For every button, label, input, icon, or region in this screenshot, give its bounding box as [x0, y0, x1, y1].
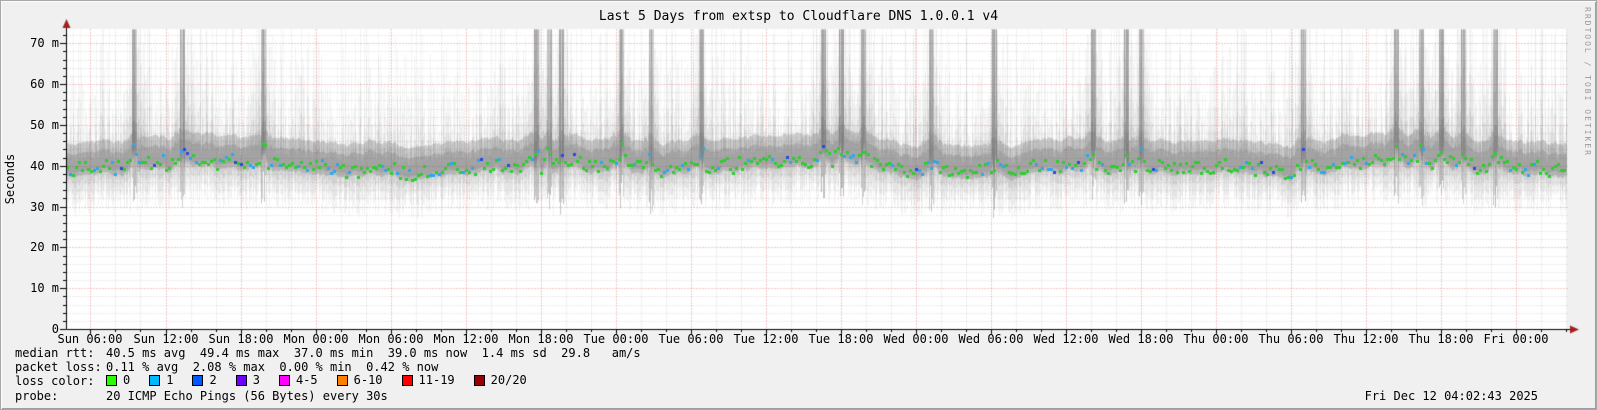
- loss-color-legend-line: loss color: 0 1 2 3 4-5 6-10 11-19 20/20: [15, 374, 546, 389]
- loss-legend-item-0: 0: [106, 374, 130, 387]
- loss-color-swatch: [149, 375, 161, 386]
- y-tick-20m: 20 m: [30, 240, 59, 254]
- x-tick-Tue-00-00: Tue 00:00: [583, 332, 649, 346]
- x-tick-Tue-06-00: Tue 06:00: [658, 332, 724, 346]
- y-tick-60m: 60 m: [30, 77, 59, 91]
- x-tick-Thu-18-00: Thu 18:00: [1408, 332, 1474, 346]
- loss-legend-label: 20/20: [490, 373, 527, 387]
- x-tick-Sun-06-00: Sun 06:00: [57, 332, 123, 346]
- loss-legend-label: 6-10: [353, 373, 383, 387]
- loss-legend-label: 0: [123, 373, 131, 387]
- median-rtt-values: 40.5 ms avg 49.4 ms max 37.0 ms min 39.0…: [106, 346, 641, 360]
- x-tick-Sun-18-00: Sun 18:00: [208, 332, 274, 346]
- loss-legend-item-3: 3: [235, 373, 260, 387]
- loss-legend-item-2: 2: [192, 373, 217, 387]
- graph-title: Last 5 Days from extsp to Cloudflare DNS…: [598, 9, 999, 24]
- loss-color-swatch: [336, 375, 348, 386]
- median-rtt-label: median rtt:: [15, 346, 95, 360]
- y-tick-70m: 70 m: [30, 36, 59, 50]
- loss-legend-label: 2: [209, 373, 217, 387]
- x-tick-Mon-18-00: Mon 18:00: [508, 332, 574, 346]
- loss-color-swatch: [401, 375, 413, 386]
- loss-color-label: loss color:: [15, 374, 95, 388]
- x-tick-Wed-12-00: Wed 12:00: [1033, 332, 1099, 346]
- loss-legend-item-6-10: 6-10: [336, 373, 383, 387]
- loss-legend-label: 1: [166, 373, 174, 387]
- y-tick-30m: 30 m: [30, 200, 59, 214]
- packet-loss-label: packet loss:: [15, 360, 102, 374]
- loss-color-swatch: [106, 375, 117, 386]
- probe-stats-line: probe: 20 ICMP Echo Pings (56 Bytes) eve…: [15, 390, 388, 403]
- x-tick-Fri-00-00: Fri 00:00: [1483, 332, 1549, 346]
- generated-timestamp: Fri Dec 12 04:02:43 2025: [1364, 389, 1538, 403]
- x-tick-Wed-06-00: Wed 06:00: [958, 332, 1024, 346]
- loss-color-legend: 0 1 2 3 4-5 6-10 11-19 20/20: [106, 374, 546, 389]
- x-tick-Thu-06-00: Thu 06:00: [1258, 332, 1324, 346]
- x-tick-Wed-18-00: Wed 18:00: [1108, 332, 1174, 346]
- loss-color-swatch: [278, 375, 290, 386]
- loss-legend-label: 4-5: [295, 373, 318, 387]
- x-tick-Tue-18-00: Tue 18:00: [808, 332, 874, 346]
- packet-loss-values: 0.11 % avg 2.08 % max 0.00 % min 0.42 % …: [106, 360, 439, 374]
- median-rtt-stats-line: median rtt: 40.5 ms avg 49.4 ms max 37.0…: [15, 347, 641, 360]
- rrdtool-watermark: RRDTOOL / TOBI OETIKER: [1583, 7, 1592, 157]
- x-tick-Wed-00-00: Wed 00:00: [883, 332, 949, 346]
- y-tick-40m: 40 m: [30, 159, 59, 173]
- x-tick-Mon-00-00: Mon 00:00: [283, 332, 349, 346]
- x-tick-Tue-12-00: Tue 12:00: [733, 332, 799, 346]
- x-tick-Sun-12-00: Sun 12:00: [133, 332, 199, 346]
- loss-legend-item-1: 1: [149, 374, 173, 387]
- y-tick-50m: 50 m: [30, 118, 59, 132]
- loss-color-swatch: [473, 375, 485, 386]
- loss-legend-item-20-20: 20/20: [473, 373, 527, 387]
- x-tick-Mon-12-00: Mon 12:00: [433, 332, 499, 346]
- x-tick-Mon-06-00: Mon 06:00: [358, 332, 424, 346]
- loss-legend-item-11-19: 11-19: [401, 373, 455, 387]
- x-tick-Thu-00-00: Thu 00:00: [1183, 332, 1249, 346]
- loss-legend-label: 3: [252, 373, 260, 387]
- probe-label: probe:: [15, 389, 59, 403]
- y-tick-0: 0: [51, 322, 59, 336]
- packet-loss-stats-line: packet loss: 0.11 % avg 2.08 % max 0.00 …: [15, 361, 438, 374]
- loss-legend-label: 11-19: [418, 373, 455, 387]
- loss-legend-item-4-5: 4-5: [278, 373, 318, 387]
- x-tick-Thu-12-00: Thu 12:00: [1333, 332, 1399, 346]
- y-tick-10m: 10 m: [30, 281, 59, 295]
- loss-color-swatch: [235, 375, 247, 386]
- loss-color-swatch: [192, 375, 204, 386]
- probe-description: 20 ICMP Echo Pings (56 Bytes) every 30s: [106, 389, 388, 403]
